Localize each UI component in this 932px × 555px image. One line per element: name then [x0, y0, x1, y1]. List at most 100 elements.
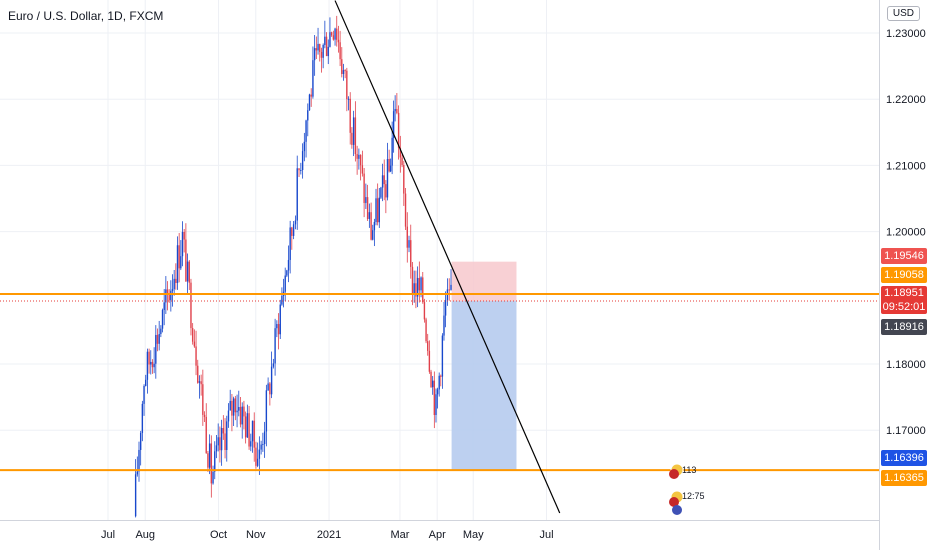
candle-body — [368, 212, 371, 219]
x-tick-label: Oct — [210, 529, 227, 541]
candle-body — [145, 379, 147, 386]
candle-body — [160, 328, 162, 334]
candle-body — [305, 120, 307, 142]
candle-body — [155, 334, 157, 364]
candle-body — [298, 168, 300, 171]
x-axis-labels: Jul Aug Oct Nov 2021 Mar Apr May Jul — [101, 529, 554, 541]
candle-body — [243, 406, 245, 417]
candle-body — [255, 447, 257, 466]
candle-body — [251, 420, 254, 442]
candle-body — [435, 394, 437, 416]
candle-body — [358, 154, 360, 159]
candle-body — [394, 108, 396, 112]
candle-body — [440, 375, 442, 377]
candle-body — [158, 333, 160, 344]
candle-body — [203, 414, 206, 417]
x-tick-label: Mar — [390, 529, 409, 541]
candle-body — [443, 315, 445, 336]
candle-body — [450, 284, 452, 290]
candle-body — [286, 270, 288, 276]
candle-body — [376, 198, 379, 223]
candle-body — [220, 428, 223, 451]
candle-body — [198, 381, 201, 383]
candle-body — [430, 371, 432, 388]
candle-body — [150, 361, 152, 365]
take-profit-zone[interactable] — [451, 301, 517, 471]
trend-line[interactable] — [334, 0, 561, 514]
candle-body — [138, 449, 140, 472]
candle-body — [287, 259, 290, 271]
candle-body — [397, 112, 400, 148]
candle-body — [256, 458, 259, 466]
y-tick-label: 1.20000 — [886, 227, 926, 239]
x-tick-label: Aug — [135, 529, 155, 541]
candle-body — [151, 361, 154, 368]
candle-body — [232, 398, 235, 416]
x-tick-label: Jul — [101, 529, 115, 541]
candle-body — [292, 224, 295, 236]
candle-body — [312, 60, 314, 97]
candle-body — [388, 158, 390, 172]
candle-body — [248, 413, 250, 447]
candle-body — [366, 197, 369, 219]
candle-body — [339, 42, 341, 60]
candle-body — [370, 212, 372, 240]
candle-body — [291, 227, 293, 236]
candle-body — [428, 350, 431, 372]
candle-body — [425, 319, 427, 342]
candle-body — [168, 294, 170, 301]
grid-lines — [0, 0, 879, 520]
candle-body — [227, 410, 230, 422]
candle-body — [205, 416, 207, 454]
candle-body — [433, 380, 436, 416]
candle-body — [344, 70, 346, 72]
candle-body — [294, 220, 297, 225]
candle-body — [141, 403, 144, 433]
candle-body — [319, 43, 321, 52]
x-tick-label: 2021 — [317, 529, 341, 541]
candle-body — [161, 309, 164, 329]
candle-body — [334, 28, 336, 40]
candle-body — [153, 363, 155, 368]
candle-body — [365, 197, 367, 203]
candle-body — [349, 98, 351, 133]
stop-level-tag: 1.19546 — [881, 248, 927, 264]
candle-body — [448, 289, 450, 291]
axes — [0, 0, 880, 550]
candle-body — [139, 432, 142, 450]
candle-body — [361, 165, 364, 174]
x-tick-label: May — [463, 529, 484, 541]
candle-body — [231, 400, 233, 416]
candle-body — [173, 278, 175, 290]
stop-loss-zone[interactable] — [451, 261, 517, 302]
candle-body — [410, 240, 412, 267]
candle-body — [438, 375, 440, 390]
candle-body — [239, 407, 242, 425]
candle-body — [180, 256, 182, 269]
candles — [134, 15, 452, 518]
candle-body — [413, 283, 415, 295]
candle-body — [269, 383, 271, 395]
candle-body — [341, 59, 343, 74]
candle-body — [441, 335, 444, 377]
candle-body — [422, 277, 424, 303]
candle-body — [195, 346, 197, 366]
candle-body — [234, 398, 237, 413]
economic-events[interactable]: 113 12:75 — [669, 463, 705, 515]
x-tick-label: Jul — [539, 529, 553, 541]
candle-body — [332, 35, 335, 40]
candle-body — [190, 282, 192, 329]
y-tick-label: 1.23000 — [886, 28, 926, 40]
candle-body — [327, 46, 329, 57]
candle-body — [420, 277, 422, 291]
currency-badge[interactable]: USD — [886, 6, 920, 21]
candle-body — [431, 380, 434, 388]
candle-body — [176, 245, 179, 283]
eu-flag-icon — [669, 469, 679, 479]
candle-body — [212, 471, 214, 484]
candle-body — [427, 341, 429, 351]
candle-body — [215, 445, 218, 452]
candle-body — [342, 70, 345, 74]
